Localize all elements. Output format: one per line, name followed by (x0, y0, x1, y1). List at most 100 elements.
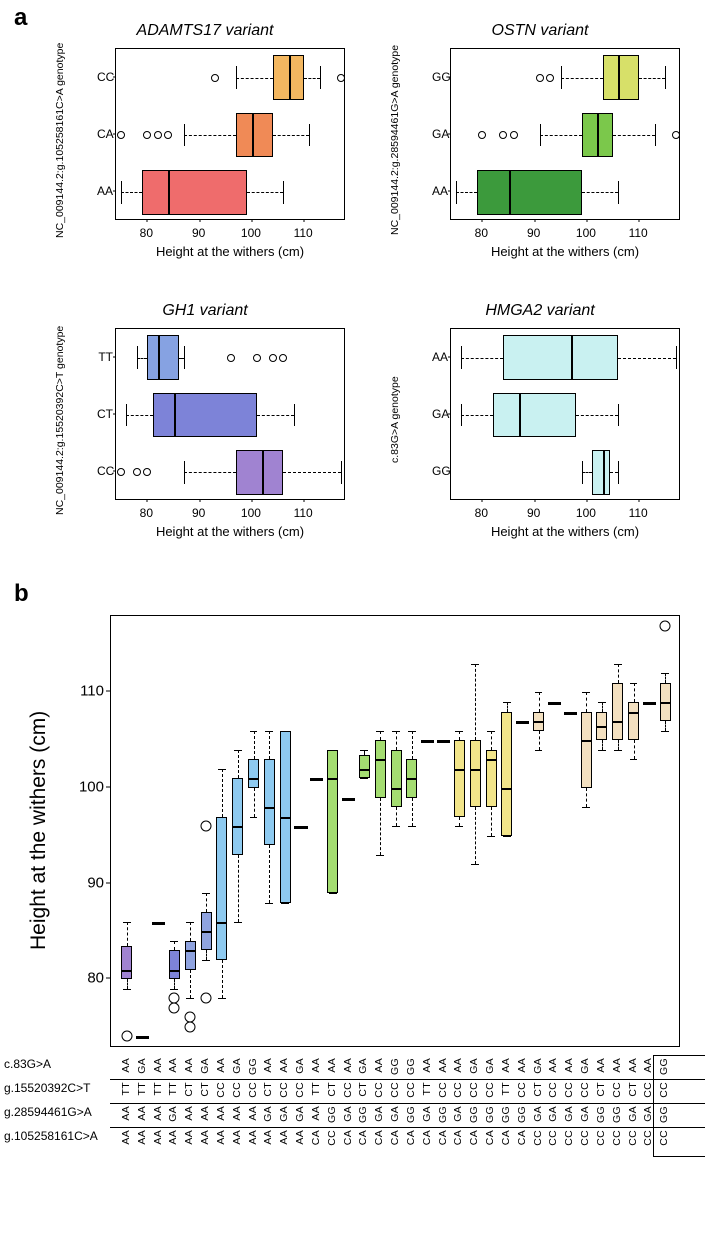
genotype-label: CA (310, 1130, 322, 1145)
small-plot-ostn: OSTN variantNC_009144.2:g.28594461G>A ge… (390, 20, 690, 260)
plot-xlabel: Height at the withers (cm) (115, 244, 345, 260)
genotype-label: CC (405, 1082, 417, 1098)
outlier (536, 74, 544, 82)
ytick-label: CC (97, 464, 113, 478)
boxplot-box (391, 750, 402, 807)
ytick-label: CT (97, 407, 113, 421)
plot-title: GH1 variant (55, 302, 355, 320)
boxplot-box (493, 393, 577, 438)
genotype-label: AA (231, 1106, 243, 1121)
genotype-label: CT (326, 1082, 338, 1097)
ytick-label: GG (432, 464, 448, 478)
genotype-label: CA (452, 1130, 464, 1145)
ytick-label: 110 (68, 683, 104, 700)
ytick-label: AA (97, 184, 113, 198)
outlier (672, 131, 680, 139)
genotype-label: GA (373, 1106, 385, 1122)
genotype-label: GG (326, 1106, 338, 1123)
plot-title: ADAMTS17 variant (55, 22, 355, 40)
outlier (117, 131, 125, 139)
genotype-label: AA (278, 1058, 290, 1073)
genotype-label: AA (326, 1058, 338, 1073)
xtick-label: 110 (288, 226, 318, 240)
genotype-label: GA (532, 1058, 544, 1074)
genotype-label: CT (627, 1082, 639, 1097)
outlier (660, 620, 671, 631)
genotype-label: GA (278, 1106, 290, 1122)
genotype-label: GA (421, 1106, 433, 1122)
outlier (121, 1031, 132, 1042)
boxplot-box (612, 683, 623, 740)
genotype-label: CA (421, 1130, 433, 1145)
genotype-label: GG (357, 1106, 369, 1123)
genotype-label: GG (437, 1106, 449, 1123)
genotype-label: CC (342, 1082, 354, 1098)
xtick-label: 110 (623, 226, 653, 240)
genotype-label: AA (421, 1058, 433, 1073)
boxplot-box (643, 702, 656, 705)
genotype-label: CC (215, 1082, 227, 1098)
outlier (227, 354, 235, 362)
boxplot-box (592, 450, 610, 495)
genotype-label: GA (357, 1058, 369, 1074)
genotype-label: AA (342, 1058, 354, 1073)
genotype-label: CA (484, 1130, 496, 1145)
genotype-label: AA (294, 1130, 306, 1145)
genotype-label: GA (262, 1106, 274, 1122)
outlier (499, 131, 507, 139)
genotype-label: CC (437, 1082, 449, 1098)
genotype-label: TT (421, 1082, 433, 1095)
genotype-label: CC (484, 1082, 496, 1098)
boxplot-box (564, 712, 577, 715)
genotype-label: GA (167, 1106, 179, 1122)
genotype-label: GG (500, 1106, 512, 1123)
boxplot-box (185, 941, 196, 970)
genotype-label: GA (294, 1058, 306, 1074)
genotype-label: GA (389, 1106, 401, 1122)
genotype-label: CC (373, 1082, 385, 1098)
genotype-label: AA (437, 1058, 449, 1073)
genotype-label: GG (516, 1106, 528, 1123)
genotype-label: GA (532, 1106, 544, 1122)
plot-xlabel: Height at the withers (cm) (450, 244, 680, 260)
plot-area (450, 48, 680, 220)
genotype-label: GA (563, 1106, 575, 1122)
genotype-label: CA (516, 1130, 528, 1145)
ytick-label: AA (432, 350, 448, 364)
boxplot-box (153, 393, 258, 438)
plot-ylabel: c.83G>A genotype (388, 300, 402, 540)
ytick-label: 80 (68, 970, 104, 987)
genotype-label: GA (294, 1106, 306, 1122)
boxplot-box (603, 55, 640, 100)
panel-b-ylabel: Height at the withers (cm) (28, 615, 50, 1045)
genotype-label: CC (547, 1130, 559, 1146)
outlier (211, 74, 219, 82)
genotype-label: AA (120, 1106, 132, 1121)
genotype-label: AA (120, 1130, 132, 1145)
outlier (185, 1021, 196, 1032)
xtick-label: 100 (571, 506, 601, 520)
plot-title: HMGA2 variant (390, 302, 690, 320)
boxplot-box (516, 721, 529, 724)
row-label: g.105258161C>A (4, 1129, 104, 1143)
genotype-label: CC (516, 1082, 528, 1098)
genotype-label: AA (595, 1058, 607, 1073)
genotype-label: AA (199, 1106, 211, 1121)
plot-title: OSTN variant (390, 22, 690, 40)
genotype-label: GA (452, 1106, 464, 1122)
genotype-label: AA (183, 1130, 195, 1145)
genotype-label: GA (342, 1106, 354, 1122)
small-plot-adamts17: ADAMTS17 variantNC_009144.2:g.105258161C… (55, 20, 355, 260)
genotype-label: TT (136, 1082, 148, 1095)
boxplot-box (470, 740, 481, 807)
genotype-label: AA (563, 1058, 575, 1073)
genotype-label: CC (231, 1082, 243, 1098)
outlier (478, 131, 486, 139)
genotype-label: GA (579, 1106, 591, 1122)
ytick-label: TT (97, 350, 113, 364)
boxplot-box (152, 922, 165, 925)
wild-type-box (653, 1055, 705, 1157)
genotype-label: AA (310, 1106, 322, 1121)
genotype-label: GA (579, 1058, 591, 1074)
boxplot-box (264, 759, 275, 845)
